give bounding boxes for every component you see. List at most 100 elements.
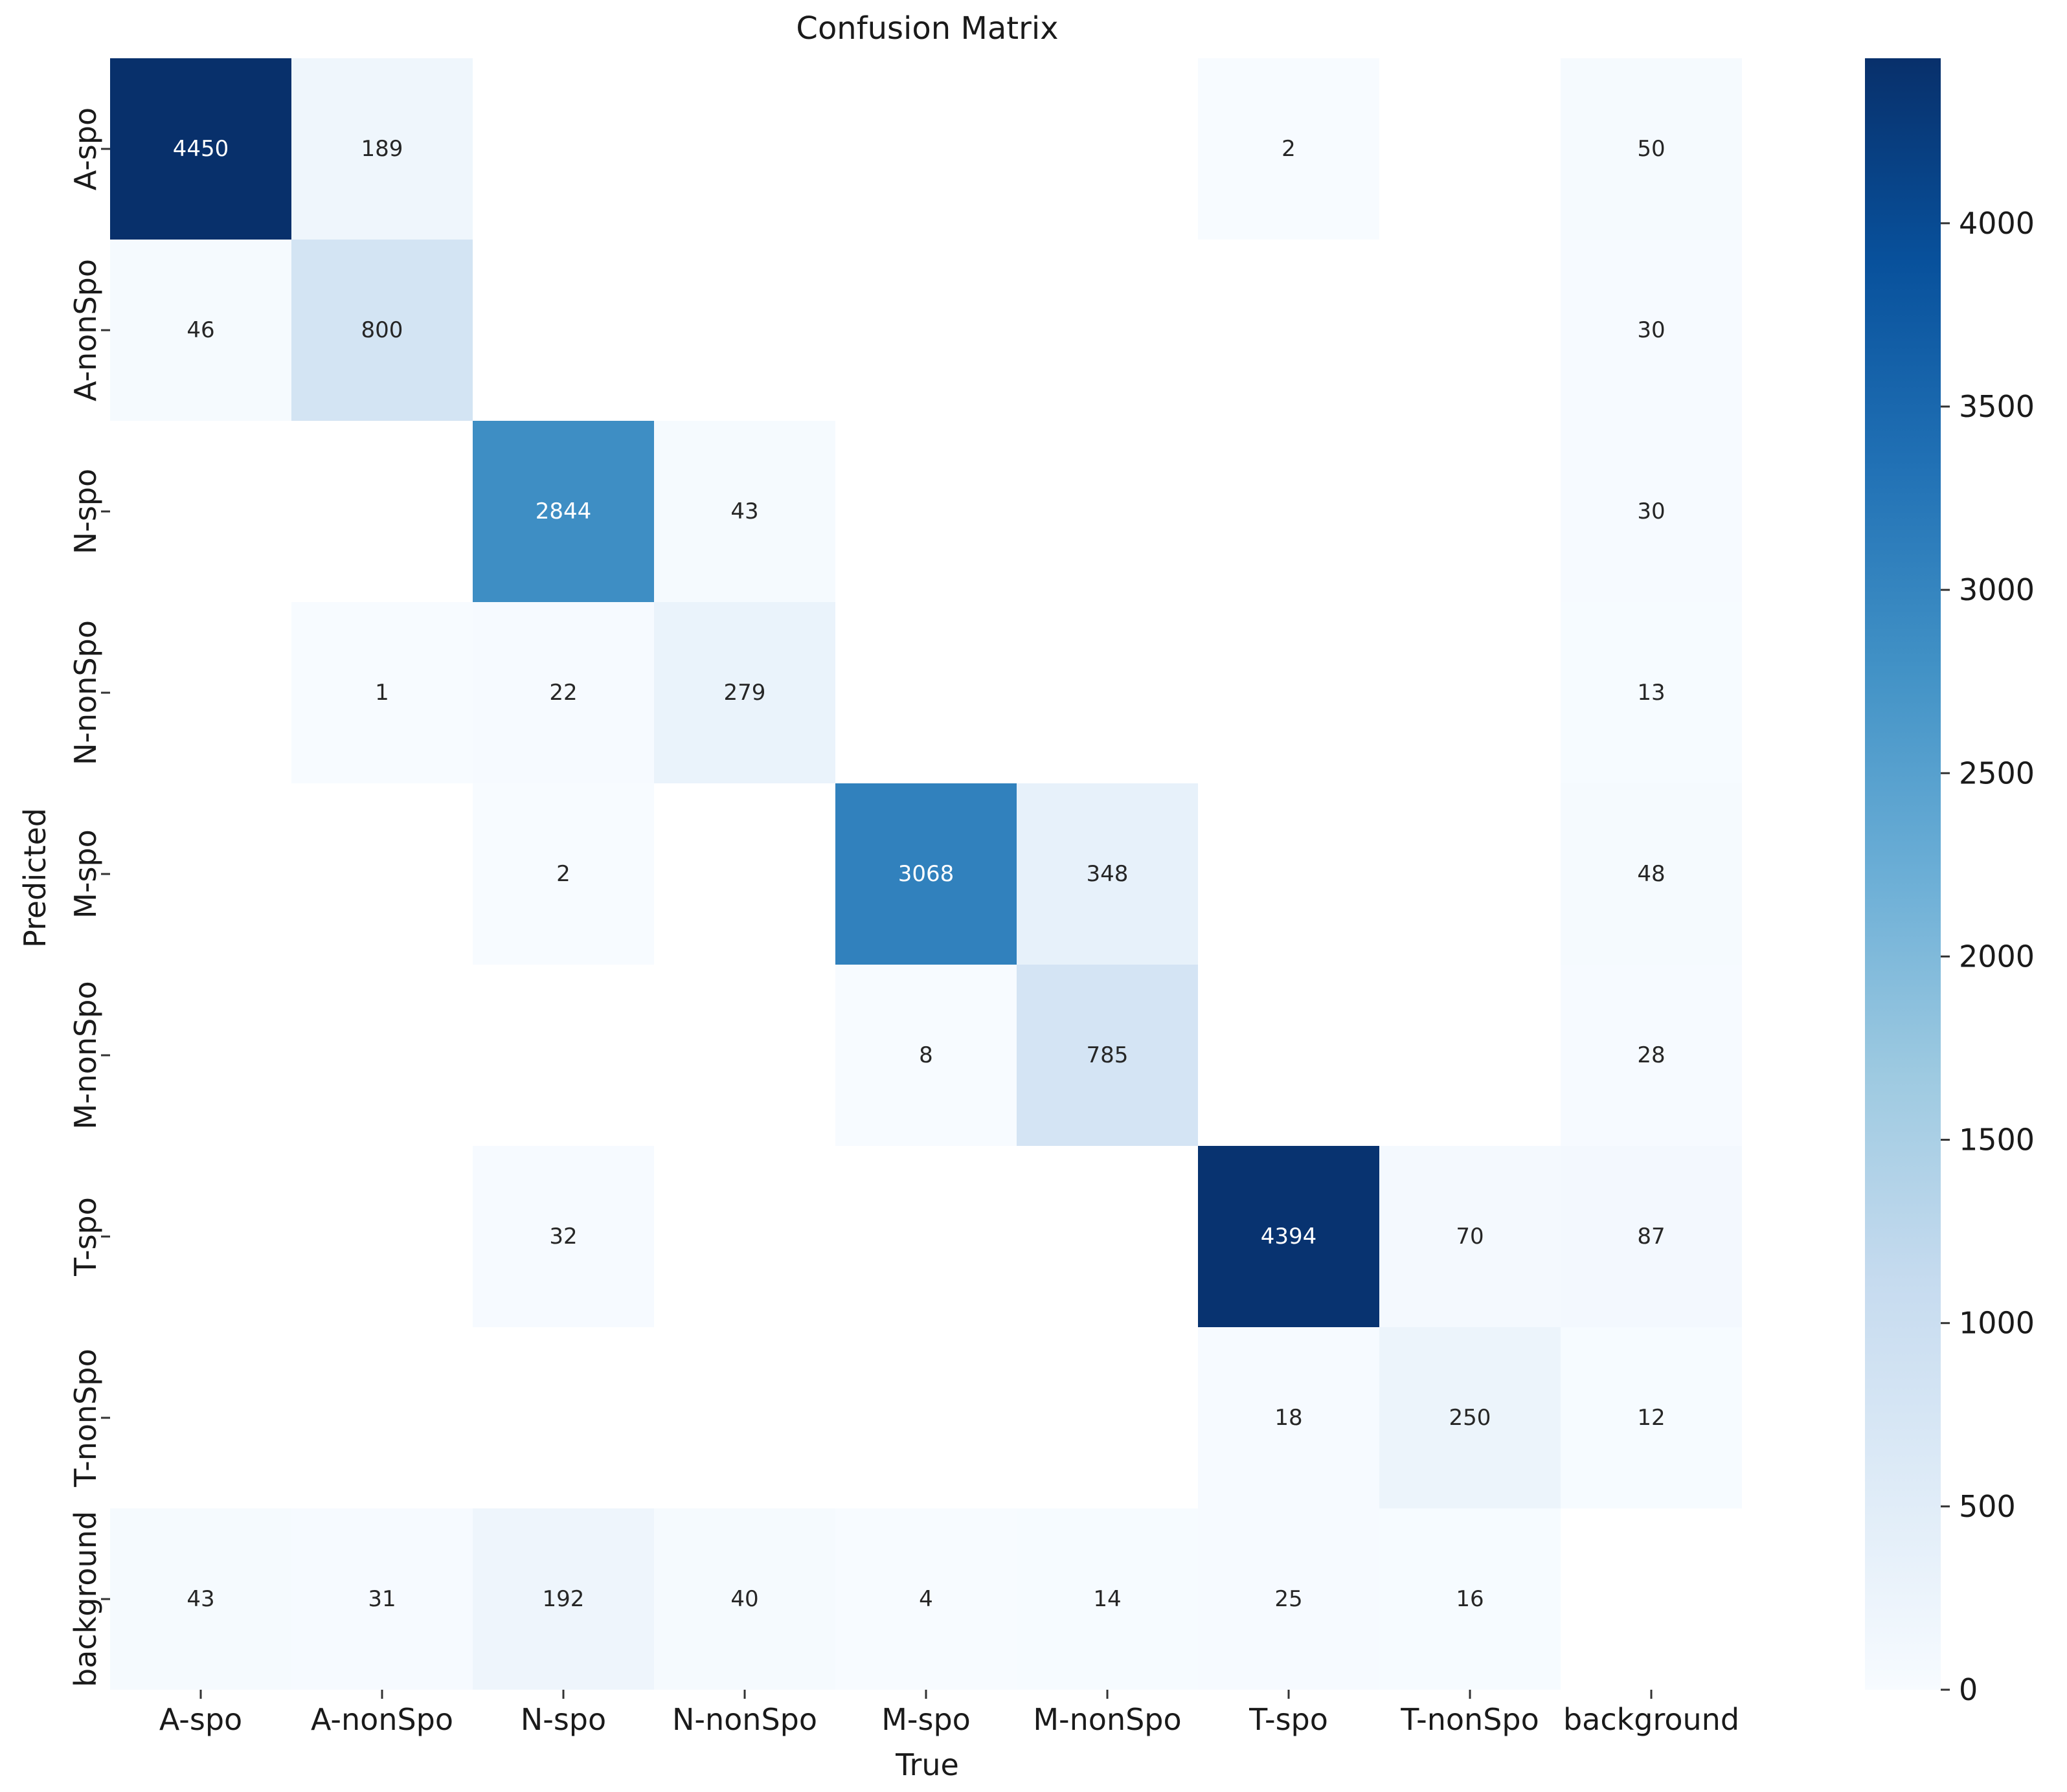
heatmap-cell — [110, 240, 291, 421]
x-tick-label: background — [1563, 1702, 1739, 1737]
x-axis: A-spo A-nonSpo N-spo N-nonSpo M-spo M-nonSpo T… — [159, 1690, 1739, 1737]
heatmap-cell — [654, 421, 835, 602]
heatmap-cell — [654, 602, 835, 783]
heatmap-cell — [1017, 965, 1198, 1146]
cell-value-label: 25 — [1274, 1586, 1302, 1612]
cell-value-label: 87 — [1637, 1224, 1665, 1249]
cell-value-label: 46 — [186, 317, 214, 343]
cell-value-label: 800 — [361, 317, 403, 343]
y-tick-label: M-spo — [68, 829, 103, 919]
heatmap-cells — [110, 58, 1742, 1690]
y-axis: A-spo A-nonSpo N-spo N-nonSpo M-spo M-nonSpo T… — [68, 107, 110, 1687]
heatmap-cell — [654, 1508, 835, 1690]
cell-value-label: 30 — [1637, 317, 1665, 343]
cell-value-label: 279 — [724, 680, 766, 706]
x-tick-label: M-nonSpo — [1033, 1702, 1181, 1737]
x-tick-label: M-spo — [881, 1702, 971, 1737]
cell-value-label: 18 — [1274, 1405, 1302, 1431]
heatmap-cell — [473, 602, 654, 783]
cell-value-label: 22 — [549, 680, 577, 706]
y-tick-label: N-nonSpo — [68, 620, 103, 765]
heatmap-cell — [1561, 1327, 1742, 1508]
x-axis-label: True — [895, 1747, 959, 1782]
x-tick-label: T-spo — [1248, 1702, 1328, 1737]
cell-value-label: 2 — [1282, 136, 1296, 162]
heatmap-cell — [835, 1508, 1017, 1690]
cell-value-label: 43 — [730, 498, 758, 524]
y-tick-label: T-nonSpo — [68, 1349, 103, 1487]
heatmap-cell — [1017, 783, 1198, 965]
x-tick-label: N-spo — [521, 1702, 606, 1737]
cell-value-label: 4394 — [1261, 1224, 1317, 1249]
heatmap-cell — [835, 783, 1017, 965]
cell-value-label: 48 — [1637, 861, 1665, 887]
cell-value-label: 189 — [361, 136, 403, 162]
cell-value-label: 16 — [1456, 1586, 1484, 1612]
colorbar-tick-label: 0 — [1959, 1672, 1978, 1707]
heatmap-cell — [473, 783, 654, 965]
cell-value-label: 31 — [368, 1586, 396, 1612]
colorbar-tick-label: 3500 — [1959, 389, 2035, 424]
y-axis-label: Predicted — [17, 808, 52, 948]
heatmap-cell — [1198, 1146, 1379, 1327]
heatmap-cell — [1379, 1146, 1561, 1327]
y-tick-label: background — [68, 1511, 103, 1687]
colorbar-ticks: 0 500 1000 1500 2000 2500 3000 3500 4000 — [1941, 206, 2035, 1707]
heatmap-cell — [1561, 1146, 1742, 1327]
y-tick-label: A-nonSpo — [68, 259, 103, 401]
colorbar — [1865, 58, 1941, 1690]
cell-value-label: 32 — [549, 1224, 577, 1249]
heatmap-cell — [1561, 602, 1742, 783]
cell-value-label: 192 — [543, 1586, 585, 1612]
cell-value-label: 12 — [1637, 1405, 1665, 1431]
cell-value-label: 28 — [1637, 1042, 1665, 1068]
cell-value-label: 43 — [186, 1586, 214, 1612]
cell-value-label: 70 — [1456, 1224, 1484, 1249]
heatmap-cell — [1379, 1508, 1561, 1690]
heatmap-cell — [291, 602, 473, 783]
colorbar-tick-label: 1500 — [1959, 1123, 2035, 1158]
cell-value-label: 348 — [1087, 861, 1129, 887]
colorbar-tick-label: 2000 — [1959, 939, 2035, 974]
heatmap-cell — [1017, 1508, 1198, 1690]
cell-value-label: 30 — [1637, 498, 1665, 524]
colorbar-tick-label: 2500 — [1959, 756, 2035, 790]
cell-value-label: 1 — [375, 680, 389, 706]
heatmap-cell — [291, 240, 473, 421]
cell-value-label: 250 — [1449, 1405, 1491, 1431]
y-tick-label: M-nonSpo — [68, 981, 103, 1129]
cell-value-label: 14 — [1093, 1586, 1121, 1612]
heatmap-cell — [1561, 58, 1742, 240]
x-tick-label: T-nonSpo — [1400, 1702, 1539, 1737]
heatmap-cell — [291, 58, 473, 240]
cell-value-label: 4450 — [173, 136, 229, 162]
cell-value-label: 40 — [730, 1586, 758, 1612]
colorbar-tick-label: 3000 — [1959, 572, 2035, 607]
colorbar-tick-label: 1000 — [1959, 1306, 2035, 1341]
heatmap-cell — [473, 421, 654, 602]
heatmap-cell — [1198, 58, 1379, 240]
heatmap-cell — [835, 965, 1017, 1146]
x-tick-label: A-nonSpo — [311, 1702, 453, 1737]
cell-value-label: 13 — [1637, 680, 1665, 706]
heatmap-cell — [1379, 1327, 1561, 1508]
heatmap-cell — [1561, 783, 1742, 965]
cell-value-label: 3068 — [898, 861, 954, 887]
cell-value-label: 4 — [919, 1586, 933, 1612]
heatmap-cell — [1198, 1327, 1379, 1508]
heatmap-cell — [110, 1508, 291, 1690]
heatmap-cell — [291, 1508, 473, 1690]
x-tick-label: A-spo — [159, 1702, 242, 1737]
colorbar-tick-label: 4000 — [1959, 206, 2035, 241]
y-tick-label: A-spo — [68, 107, 103, 190]
cell-value-label: 2 — [556, 861, 570, 887]
chart-title: Confusion Matrix — [796, 10, 1058, 47]
heatmap-cell — [1561, 240, 1742, 421]
cell-value-label: 2844 — [536, 498, 592, 524]
cell-value-label: 785 — [1087, 1042, 1129, 1068]
y-tick-label: T-spo — [68, 1197, 103, 1277]
cell-value-label: 8 — [919, 1042, 933, 1068]
x-tick-label: N-nonSpo — [672, 1702, 817, 1737]
